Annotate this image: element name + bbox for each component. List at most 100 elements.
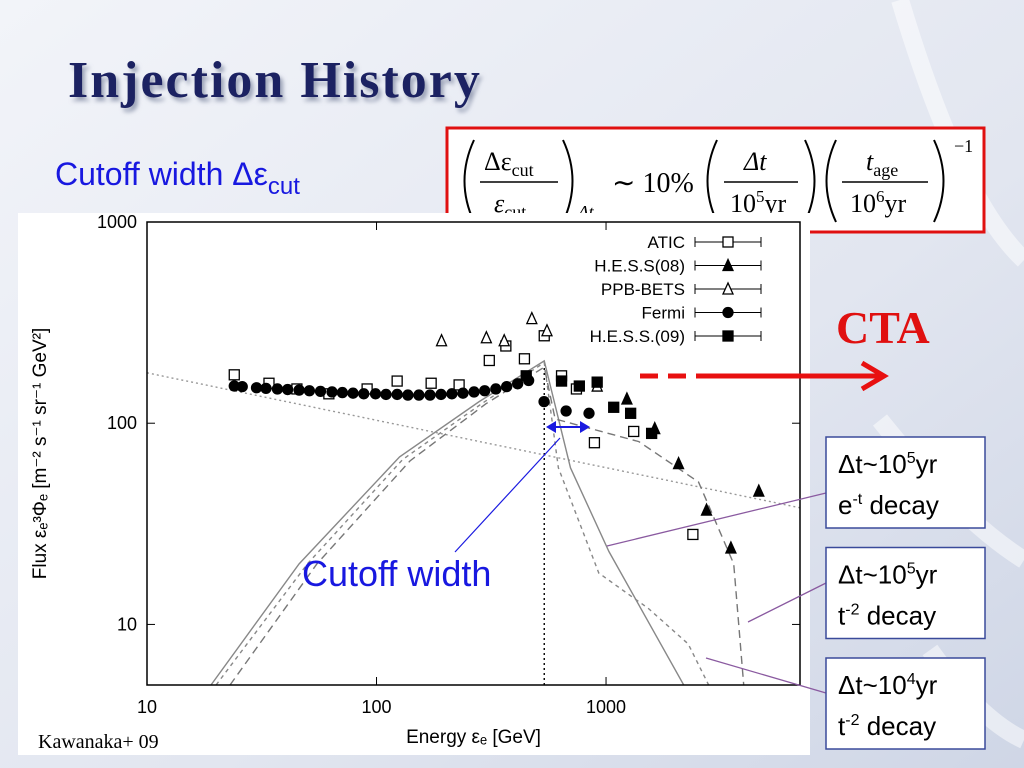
formula-part: yr xyxy=(765,189,787,218)
data-point xyxy=(413,389,425,401)
box-sup: 5 xyxy=(907,450,916,467)
data-point xyxy=(624,407,637,419)
legend-marker xyxy=(721,281,735,295)
legend-label: Fermi xyxy=(642,304,685,323)
box-line: e-t decay xyxy=(838,490,939,520)
formula-part: yr xyxy=(885,189,907,218)
data-point xyxy=(483,354,495,367)
data-point xyxy=(501,380,513,393)
formula-part: 5 xyxy=(756,187,765,206)
formula-text: tage xyxy=(866,147,898,180)
data-point xyxy=(391,375,403,387)
legend-marker xyxy=(722,330,734,342)
data-point xyxy=(687,528,699,541)
decay-box xyxy=(825,436,986,529)
data-point xyxy=(555,375,568,387)
legend-label: H.E.S.S.(09) xyxy=(590,327,685,346)
data-point xyxy=(425,377,437,389)
formula-part: Δε xyxy=(484,147,512,176)
legend: ATIC H.E.S.S(08) PPB-BETS Fermi H.E.S.S.(09) xyxy=(590,233,762,346)
model-curve xyxy=(229,365,745,685)
data-point xyxy=(540,323,553,337)
box-text: e xyxy=(838,490,852,520)
model-curve xyxy=(215,361,710,685)
curves xyxy=(147,359,800,685)
data-point xyxy=(380,388,392,401)
data-point xyxy=(457,387,469,399)
data-point xyxy=(326,386,338,398)
data-point xyxy=(446,388,458,400)
data-point xyxy=(645,427,658,440)
box-text: yr xyxy=(916,670,938,700)
data-point xyxy=(628,425,640,438)
data-point xyxy=(498,333,511,347)
data-point xyxy=(369,388,382,400)
box-pointers xyxy=(606,492,827,694)
decay-box xyxy=(825,657,986,750)
data-point xyxy=(260,382,272,395)
data-point xyxy=(281,383,294,396)
box-line: t-2 decay xyxy=(838,711,936,741)
data-point xyxy=(525,311,538,325)
legend-label: PPB-BETS xyxy=(601,280,685,299)
cta-label: CTA xyxy=(836,302,930,353)
box-line: Δt~104yr xyxy=(838,670,938,700)
y-tick-label: 10 xyxy=(117,614,137,634)
model-curve xyxy=(210,359,685,685)
x-axis-label: Energy εₑ [GeV] xyxy=(406,727,541,748)
legend-label: H.E.S.S(08) xyxy=(594,257,685,276)
box-sup: -2 xyxy=(845,712,859,729)
formula-text: Δεcut xyxy=(484,147,534,180)
formula-part: ε xyxy=(494,189,505,218)
data-point xyxy=(402,389,414,401)
legend-marker xyxy=(722,306,734,319)
y-axis-label: Flux εₑ³Φₑ [m⁻² s⁻¹ sr⁻¹ GeV²] xyxy=(30,328,51,580)
data-point xyxy=(435,388,447,401)
box-line: Δt~105yr xyxy=(838,560,938,590)
box-sup: 4 xyxy=(907,671,916,688)
data-point xyxy=(490,383,502,395)
formula-part: −1 xyxy=(954,136,973,156)
box-sup: -t xyxy=(852,491,862,508)
formula-text: 105yr xyxy=(730,187,787,218)
data-point xyxy=(293,384,305,396)
chart-panel xyxy=(18,213,810,755)
data-point xyxy=(358,388,370,400)
box-text: Δt~10 xyxy=(838,670,907,700)
data-point xyxy=(228,369,240,381)
box-text: decay xyxy=(859,601,936,631)
data-point xyxy=(303,385,316,397)
data-point xyxy=(518,353,531,365)
data-point xyxy=(560,405,572,417)
subtitle-sub: cut xyxy=(268,173,300,200)
y-tick-label: 1000 xyxy=(97,212,137,232)
formula-text: 106yr xyxy=(850,187,907,218)
data-point xyxy=(468,386,480,398)
data-point xyxy=(424,389,436,401)
formula-part: cut xyxy=(512,160,534,180)
formula-part: Δt xyxy=(743,147,767,176)
data-point xyxy=(752,483,765,497)
data-point xyxy=(588,437,601,449)
data-point xyxy=(511,378,524,390)
data-point xyxy=(236,380,248,393)
formula-part: 6 xyxy=(876,187,885,206)
data-point xyxy=(591,376,603,388)
data-point xyxy=(583,407,595,419)
box-text: yr xyxy=(916,449,938,479)
data-point xyxy=(336,386,349,399)
subtitle: Cutoff width Δεcut xyxy=(55,156,300,200)
box-text: t xyxy=(838,711,846,741)
data-point xyxy=(250,382,263,394)
data-points xyxy=(228,311,765,554)
chart: 10 100 1000 10 100 1000 Energy εₑ [GeV] Flux εₑ… xyxy=(30,212,801,748)
decay-box xyxy=(825,546,986,640)
data-point xyxy=(672,456,685,470)
box-text: decay xyxy=(862,490,939,520)
legend-label: ATIC xyxy=(648,233,685,252)
data-point xyxy=(520,370,532,382)
formula-part: ∼ 10% xyxy=(612,168,694,199)
